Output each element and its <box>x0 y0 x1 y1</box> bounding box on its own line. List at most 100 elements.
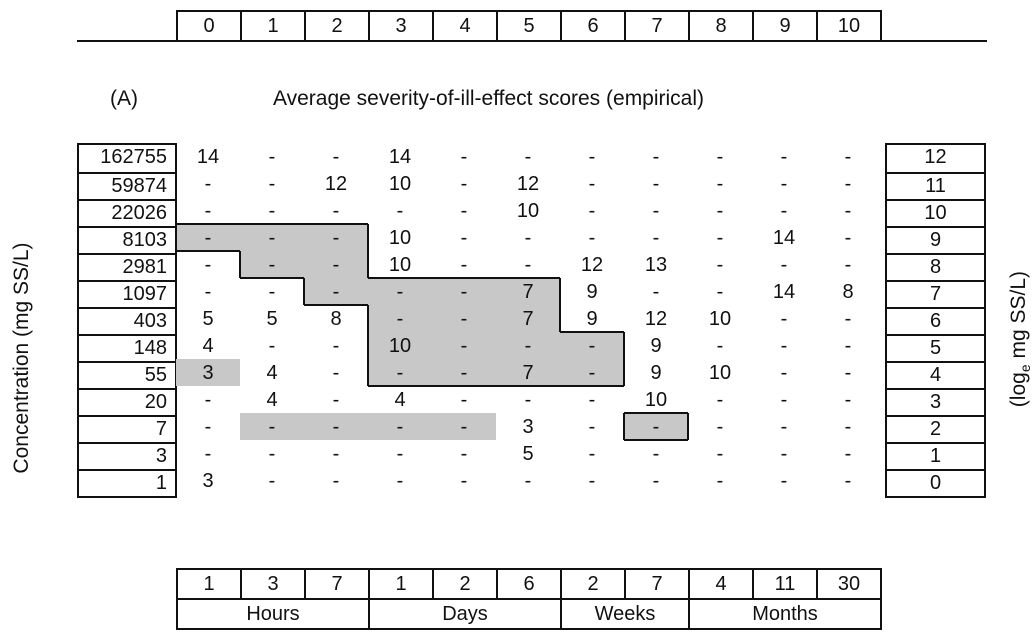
shaded-cell <box>368 359 432 386</box>
score-cell: - <box>589 146 596 168</box>
shaded-cell <box>432 359 496 386</box>
score-cell: - <box>525 335 532 357</box>
score-cell: 7 <box>522 281 533 303</box>
score-cell: - <box>845 470 852 492</box>
score-cell: 9 <box>586 308 597 330</box>
score-cell: - <box>717 227 724 249</box>
top-scale-row: 0 1 2 3 4 5 6 7 8 9 10 <box>176 10 882 42</box>
log-concentration-cell: 4 <box>887 361 984 388</box>
score-cell: - <box>653 281 660 303</box>
score-cell: - <box>717 470 724 492</box>
duration-value-cell: 6 <box>496 568 562 600</box>
score-cell: 10 <box>389 254 411 276</box>
score-cell: 4 <box>266 389 277 411</box>
shaded-cell <box>368 332 432 359</box>
score-cell: 4 <box>394 389 405 411</box>
score-cell: 10 <box>389 227 411 249</box>
score-cell: - <box>653 146 660 168</box>
shaded-cell <box>368 278 432 305</box>
duration-unit-cell: Months <box>688 598 882 630</box>
concentration-cell: 8103 <box>79 226 175 253</box>
score-cell: - <box>269 281 276 303</box>
score-cell: - <box>717 335 724 357</box>
score-cell: - <box>781 443 788 465</box>
shaded-cell <box>432 305 496 332</box>
shaded-cell <box>496 305 560 332</box>
concentration-column: 162755 59874 22026 8103 2981 1097 403 148 55 20 7 3… <box>77 143 177 498</box>
score-cell: - <box>461 470 468 492</box>
shaded-cell <box>560 332 624 359</box>
score-cell: - <box>205 254 212 276</box>
score-cell: - <box>269 335 276 357</box>
score-cell: - <box>333 335 340 357</box>
score-cell: 10 <box>517 200 539 222</box>
score-cell: 12 <box>325 173 347 195</box>
score-cell: - <box>269 470 276 492</box>
score-cell: 10 <box>389 335 411 357</box>
duration-value-cell: 7 <box>304 568 370 600</box>
concentration-cell: 148 <box>79 334 175 361</box>
score-cell: - <box>525 389 532 411</box>
score-cell: - <box>333 254 340 276</box>
shaded-cell <box>304 224 368 251</box>
score-cell: - <box>333 146 340 168</box>
score-cell: - <box>397 200 404 222</box>
shaded-cell <box>624 413 688 440</box>
concentration-cell: 20 <box>79 388 175 415</box>
score-cell: - <box>525 227 532 249</box>
score-cell: 5 <box>522 443 533 465</box>
duration-value-cell: 1 <box>368 568 434 600</box>
score-cell: - <box>717 173 724 195</box>
score-cell: - <box>461 173 468 195</box>
score-cell: - <box>781 146 788 168</box>
score-cell: - <box>717 200 724 222</box>
score-cell: - <box>461 281 468 303</box>
score-cell: - <box>589 200 596 222</box>
score-cell: - <box>461 416 468 438</box>
score-cell: 12 <box>645 308 667 330</box>
score-cell: - <box>845 335 852 357</box>
score-cell: - <box>269 173 276 195</box>
score-cell: - <box>845 146 852 168</box>
score-cell: - <box>397 281 404 303</box>
shaded-cell <box>240 251 304 278</box>
score-cell: - <box>653 200 660 222</box>
score-cell: - <box>781 308 788 330</box>
shaded-cell <box>240 224 304 251</box>
y-axis-label-right: (loge mg SS/L) <box>1007 239 1033 439</box>
score-cell: 13 <box>645 254 667 276</box>
score-cell: 14 <box>197 146 219 168</box>
score-cell: - <box>269 200 276 222</box>
score-cell: - <box>525 146 532 168</box>
shaded-cell <box>496 359 560 386</box>
score-cell: - <box>653 443 660 465</box>
score-cell: - <box>461 146 468 168</box>
log-concentration-cell: 12 <box>924 146 947 168</box>
shaded-cell <box>432 332 496 359</box>
score-cell: 7 <box>522 308 533 330</box>
top-scale-cell: 10 <box>816 10 882 42</box>
log-concentration-cell: 3 <box>887 388 984 415</box>
score-cell: - <box>333 470 340 492</box>
score-cell: - <box>269 227 276 249</box>
score-cell: - <box>205 389 212 411</box>
score-cell: - <box>205 173 212 195</box>
score-cell: - <box>461 362 468 384</box>
score-cell: 8 <box>330 308 341 330</box>
score-cell: 4 <box>266 362 277 384</box>
score-cell: - <box>845 227 852 249</box>
shaded-cell <box>368 305 432 332</box>
score-cell: - <box>781 335 788 357</box>
duration-value-cell: 7 <box>624 568 690 600</box>
score-cell: - <box>589 416 596 438</box>
duration-value-cell: 3 <box>240 568 306 600</box>
duration-unit-cell: Weeks <box>560 598 690 630</box>
score-cell: - <box>461 200 468 222</box>
score-cell: - <box>781 389 788 411</box>
concentration-cell: 2981 <box>79 253 175 280</box>
duration-value-cell: 11 <box>752 568 818 600</box>
concentration-cell: 55 <box>79 361 175 388</box>
score-cell: - <box>653 470 660 492</box>
shaded-cell <box>496 332 560 359</box>
